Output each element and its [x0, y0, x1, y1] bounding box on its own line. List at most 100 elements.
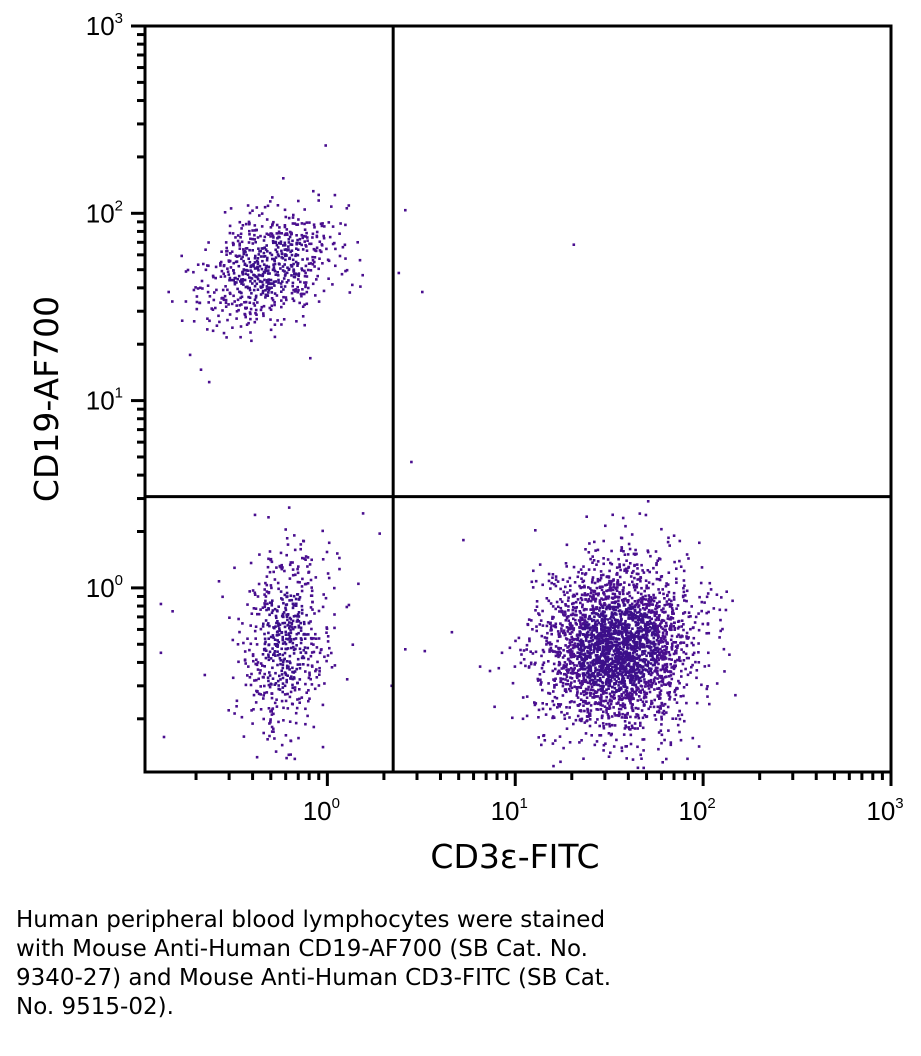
data-point [319, 250, 323, 254]
data-point [670, 634, 674, 638]
data-point [271, 609, 275, 612]
data-point [404, 648, 407, 651]
data-point [361, 273, 364, 277]
data-point [224, 301, 228, 305]
data-point [576, 676, 579, 679]
data-point [547, 599, 551, 603]
data-point [247, 295, 250, 299]
data-point [624, 630, 627, 634]
data-point [598, 734, 601, 737]
data-point [625, 686, 629, 689]
data-point [622, 645, 626, 649]
data-point [643, 652, 646, 655]
data-point [282, 719, 285, 722]
data-point [251, 229, 254, 232]
data-point [617, 681, 621, 684]
data-point [579, 692, 583, 695]
data-point [626, 657, 629, 660]
data-point [657, 747, 660, 751]
data-point [636, 623, 639, 627]
data-point [294, 614, 297, 618]
data-point [227, 709, 230, 712]
y-tick-label: 102 [86, 197, 123, 228]
data-point [243, 650, 247, 653]
data-point [682, 569, 686, 573]
data-point [645, 586, 648, 590]
data-point [565, 675, 569, 679]
data-point [404, 208, 407, 212]
data-point [345, 207, 349, 210]
data-point [657, 648, 660, 651]
data-point [610, 699, 613, 703]
data-point [587, 568, 591, 571]
data-point [279, 678, 282, 681]
data-point [267, 233, 270, 236]
data-point [650, 617, 653, 621]
data-point [321, 222, 324, 225]
data-point [280, 232, 283, 235]
data-point [243, 263, 247, 266]
data-point [558, 735, 562, 738]
data-point [253, 256, 257, 260]
data-point [242, 268, 246, 271]
data-point [634, 706, 638, 710]
data-point [672, 667, 676, 671]
data-point [287, 238, 291, 241]
data-point [640, 685, 644, 688]
data-point [665, 757, 668, 761]
data-point [219, 262, 222, 265]
data-point [661, 655, 664, 658]
data-point [612, 578, 615, 581]
data-point [651, 603, 654, 606]
data-point [531, 628, 534, 631]
data-point [264, 296, 267, 299]
data-point [624, 619, 627, 623]
data-point [297, 615, 301, 618]
data-point [557, 605, 560, 609]
data-point [572, 605, 575, 609]
data-point [540, 681, 543, 684]
data-point [304, 670, 307, 673]
data-point [621, 622, 625, 625]
data-point [282, 277, 286, 280]
data-point [579, 616, 582, 619]
data-point [303, 646, 307, 649]
data-point [603, 620, 606, 623]
data-point [289, 631, 293, 635]
data-point [639, 576, 642, 579]
data-point [596, 641, 599, 645]
data-point [258, 280, 262, 283]
data-point [622, 704, 626, 707]
data-point [656, 654, 659, 657]
data-point [617, 695, 621, 698]
data-point [296, 567, 299, 571]
data-point [299, 547, 302, 551]
data-point [201, 287, 204, 290]
data-point [289, 675, 293, 678]
data-point [630, 533, 634, 536]
data-point [159, 602, 163, 606]
data-point [642, 606, 645, 610]
data-point [233, 281, 237, 284]
data-point [284, 633, 288, 636]
data-point [229, 207, 233, 210]
data-point [633, 564, 636, 568]
data-point [270, 696, 274, 700]
data-point [706, 685, 709, 688]
data-point [568, 626, 571, 630]
data-point [295, 234, 298, 237]
data-point [576, 651, 579, 654]
data-point [659, 647, 662, 651]
data-point [545, 643, 548, 646]
data-point [577, 679, 581, 682]
data-point [280, 669, 283, 673]
data-point [707, 664, 711, 667]
data-point [245, 253, 248, 257]
data-point [304, 235, 308, 238]
data-point [317, 193, 320, 197]
data-point [622, 661, 626, 665]
data-point [604, 524, 607, 528]
data-point [283, 657, 286, 661]
data-point [228, 291, 232, 295]
data-point [568, 706, 571, 709]
